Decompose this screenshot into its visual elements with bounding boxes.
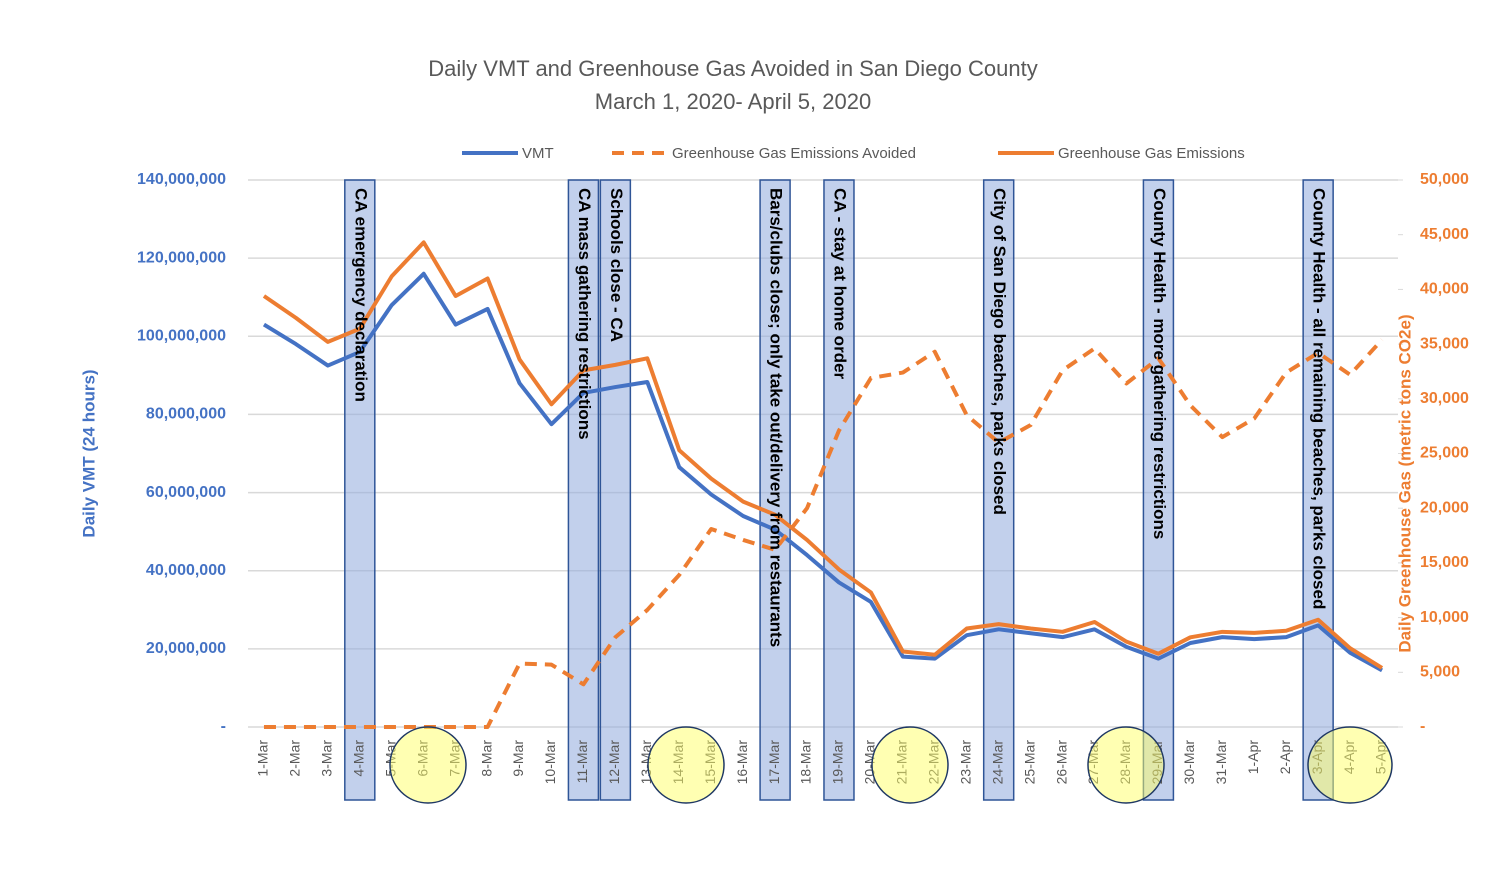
x-tick-label: 2-Apr (1277, 740, 1293, 775)
x-tick-label: 25-Mar (1021, 740, 1037, 785)
legend-label: VMT (522, 145, 554, 162)
x-tick-label: 9-Mar (510, 740, 526, 777)
x-tick-label: 1-Apr (1245, 740, 1261, 775)
annotation-bar (1302, 179, 1334, 801)
series-line (262, 240, 1384, 670)
series-line (262, 271, 1383, 673)
annotation-text: Schools close - CA (607, 188, 626, 342)
annotation-bar (344, 179, 376, 801)
y2-tick-label: - (1420, 718, 1425, 735)
x-tick-label: 11-Mar (574, 740, 590, 784)
weekend-highlights (389, 726, 1393, 804)
y-tick-label: 100,000,000 (137, 328, 226, 345)
annotation-text: County Health - all remaining beaches, p… (1310, 188, 1329, 609)
highlight (871, 726, 949, 804)
annotation-text: CA emergency declaration (351, 188, 370, 402)
highlight (647, 726, 725, 804)
y2-tick-label: 25,000 (1420, 445, 1469, 462)
y2-axis-title: Daily Greenhouse Gas (metric tons CO2e) (1395, 314, 1414, 652)
y-tick-label: 20,000,000 (146, 640, 226, 657)
y-tick-label: 120,000,000 (137, 249, 226, 266)
y-tick-label: - (221, 718, 226, 735)
annotation-bar (1142, 179, 1175, 801)
y-tick-label: 140,000,000 (137, 171, 226, 188)
chart-title: Daily VMT and Greenhouse Gas Avoided in … (428, 56, 1037, 81)
x-tick-label: 2-Mar (287, 740, 303, 777)
y-tick-label: 60,000,000 (146, 484, 226, 501)
y-tick-label: 40,000,000 (146, 562, 226, 579)
y2-tick-label: 30,000 (1420, 390, 1469, 407)
x-tick-label: 24-Mar (989, 740, 1005, 785)
x-tick-label: 12-Mar (606, 740, 622, 785)
x-tick-label: 17-Mar (766, 740, 782, 785)
y2-tick-label: 20,000 (1420, 499, 1469, 516)
x-tick-label: 3-Mar (319, 740, 335, 777)
annotation-text: City of San Diego beaches, parks closed (990, 188, 1009, 515)
x-tick-label: 4-Mar (351, 740, 367, 777)
annotation-bar (759, 179, 791, 801)
y2-tick-label: 45,000 (1420, 226, 1469, 243)
y-tick-label: 80,000,000 (146, 406, 226, 423)
x-tick-label: 18-Mar (798, 740, 814, 785)
series-line (263, 338, 1384, 729)
x-tick-label: 19-Mar (830, 740, 846, 785)
annotation-text: CA - stay at home order (830, 188, 849, 380)
highlight (1087, 726, 1165, 804)
y2-tick-label: 10,000 (1420, 609, 1469, 626)
annotation-bar (823, 179, 855, 801)
legend-label: Greenhouse Gas Emissions Avoided (672, 145, 916, 162)
annotation-bar (567, 179, 600, 801)
legend-label: Greenhouse Gas Emissions (1058, 145, 1245, 162)
y2-tick-label: 50,000 (1420, 171, 1469, 188)
x-tick-label: 30-Mar (1181, 740, 1197, 785)
y-axis-title: Daily VMT (24 hours) (79, 369, 98, 537)
y2-tick-label: 15,000 (1420, 554, 1469, 571)
x-tick-label: 31-Mar (1213, 740, 1229, 785)
annotation-bar (599, 179, 632, 801)
annotation-text: Bars/clubs close; only take out/delivery… (767, 188, 786, 647)
y2-tick-label: 35,000 (1420, 335, 1469, 352)
y2-tick-label: 40,000 (1420, 281, 1469, 298)
x-tick-label: 26-Mar (1053, 740, 1069, 785)
x-tick-label: 10-Mar (542, 740, 558, 785)
highlight (1307, 726, 1393, 804)
x-tick-label: 8-Mar (478, 740, 494, 777)
x-tick-label: 16-Mar (734, 740, 750, 785)
x-tick-label: 1-Mar (255, 740, 271, 777)
x-tick-label: 23-Mar (957, 740, 973, 785)
y2-tick-label: 5,000 (1420, 664, 1460, 681)
annotation-bar (982, 179, 1015, 801)
annotation-text: County Health - more gathering restricti… (1150, 188, 1169, 539)
annotation-text: CA mass gathering restrictions (575, 188, 594, 440)
chart-subtitle: March 1, 2020- April 5, 2020 (595, 89, 871, 114)
highlight (389, 726, 467, 804)
